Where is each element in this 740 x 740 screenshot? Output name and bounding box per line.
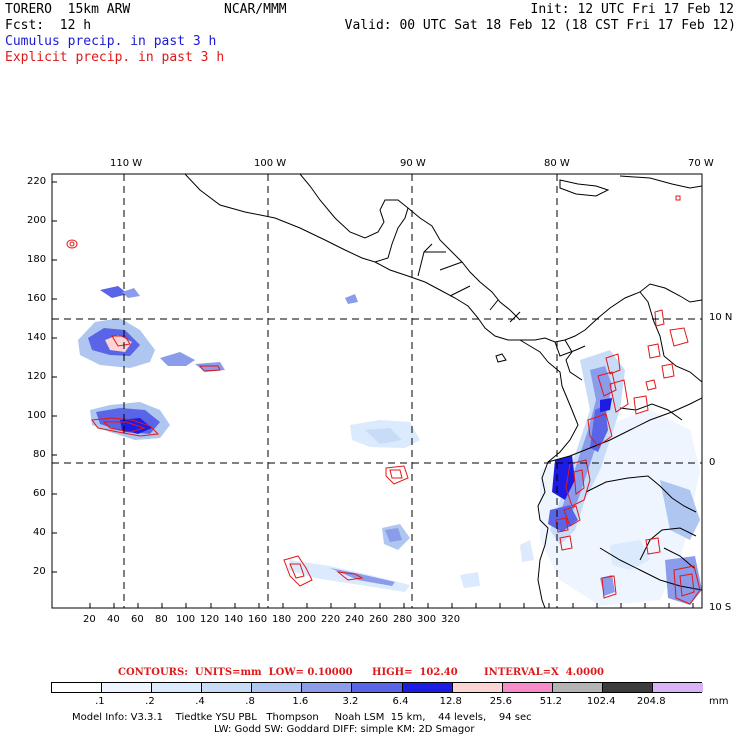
- colorbar-cell: [352, 683, 403, 692]
- lat-lon-grid: [52, 174, 702, 608]
- contour-interval: INTERVAL=X 4.0000: [484, 667, 604, 678]
- lon-label-80w: 80 W: [544, 158, 570, 169]
- lat-label-10n: 10 N: [709, 312, 733, 323]
- x-tick-label: 220: [321, 614, 341, 625]
- org-label: NCAR/MMM: [224, 2, 287, 17]
- map-frame: [51, 173, 703, 609]
- model-title: TORERO 15km ARW: [5, 2, 131, 17]
- x-tick-label: 300: [417, 614, 437, 625]
- x-tick-marks: [52, 181, 694, 608]
- x-tick-label: 160: [248, 614, 268, 625]
- colorbar-label: 204.8: [636, 696, 666, 707]
- y-tick-label: 60: [33, 488, 46, 499]
- lat-label-0: 0: [709, 457, 716, 468]
- x-tick-label: 80: [155, 614, 168, 625]
- colorbar-label: 102.4: [586, 696, 616, 707]
- colorbar-label: .4: [195, 696, 205, 707]
- colorbar-cell: [502, 683, 553, 692]
- colorbar-label: .1: [95, 696, 105, 707]
- colorbar-unit: mm: [709, 696, 729, 707]
- y-tick-label: 20: [33, 566, 46, 577]
- colorbar-label: 25.6: [489, 696, 512, 707]
- y-tick-label: 80: [33, 449, 46, 460]
- colorbar-label: 1.6: [292, 696, 309, 707]
- physics-info: LW: Godd SW: Goddard DIFF: simple KM: 2D…: [214, 724, 475, 735]
- colorbar-label: .8: [245, 696, 255, 707]
- colorbar-cell: [602, 683, 653, 692]
- model-info: Model Info: V3.3.1 Tiedtke YSU PBL Thomp…: [72, 712, 532, 723]
- y-tick-label: 120: [27, 371, 47, 382]
- forecast-hour: Fcst: 12 h: [5, 18, 92, 33]
- colorbar-label: 6.4: [392, 696, 409, 707]
- y-tick-label: 200: [27, 215, 47, 226]
- colorbar: [51, 682, 703, 693]
- init-time: Init: 12 UTC Fri 17 Feb 12: [530, 2, 735, 17]
- colorbar-cell: [552, 683, 603, 692]
- x-tick-label: 320: [441, 614, 461, 625]
- colorbar-cell: [202, 683, 253, 692]
- valid-time: Valid: 00 UTC Sat 18 Feb 12 (18 CST Fri …: [344, 18, 736, 33]
- colorbar-cell: [52, 683, 103, 692]
- lon-label-70w: 70 W: [688, 158, 714, 169]
- y-tick-label: 180: [27, 254, 47, 265]
- x-tick-label: 200: [297, 614, 317, 625]
- colorbar-cell: [402, 683, 453, 692]
- colorbar-label: .2: [145, 696, 155, 707]
- precip-shading: [78, 286, 702, 606]
- lon-label-110w: 110 W: [110, 158, 143, 169]
- x-tick-label: 140: [224, 614, 244, 625]
- y-tick-label: 220: [27, 176, 47, 187]
- x-tick-label: 120: [200, 614, 220, 625]
- y-tick-label: 40: [33, 527, 46, 538]
- y-tick-label: 140: [27, 332, 47, 343]
- x-tick-label: 180: [272, 614, 292, 625]
- colorbar-label: 51.2: [539, 696, 563, 707]
- x-tick-label: 40: [107, 614, 120, 625]
- colorbar-cell: [302, 683, 353, 692]
- colorbar-label: 3.2: [342, 696, 359, 707]
- y-tick-label: 160: [27, 293, 47, 304]
- x-tick-label: 280: [393, 614, 413, 625]
- colorbar-cell: [252, 683, 303, 692]
- lat-label-10s: 10 S: [709, 602, 732, 613]
- explicit-contours: [66, 195, 701, 605]
- x-tick-label: 240: [345, 614, 365, 625]
- lon-label-100w: 100 W: [254, 158, 287, 169]
- x-tick-label: 20: [83, 614, 96, 625]
- lon-label-90w: 90 W: [400, 158, 426, 169]
- cumulus-precip-label: Cumulus precip. in past 3 h: [5, 34, 217, 49]
- colorbar-cell: [152, 683, 203, 692]
- y-tick-label: 100: [27, 410, 47, 421]
- x-tick-label: 60: [131, 614, 144, 625]
- x-tick-label: 100: [176, 614, 196, 625]
- colorbar-cell: [102, 683, 153, 692]
- contour-high: HIGH= 102.40: [372, 667, 458, 678]
- explicit-precip-label: Explicit precip. in past 3 h: [5, 50, 225, 65]
- contour-units: CONTOURS: UNITS=mm LOW= 0.10000: [118, 667, 353, 678]
- colorbar-cell: [452, 683, 503, 692]
- colorbar-label: 12.8: [439, 696, 462, 707]
- colorbar-cell: [652, 683, 703, 692]
- x-tick-label: 260: [369, 614, 389, 625]
